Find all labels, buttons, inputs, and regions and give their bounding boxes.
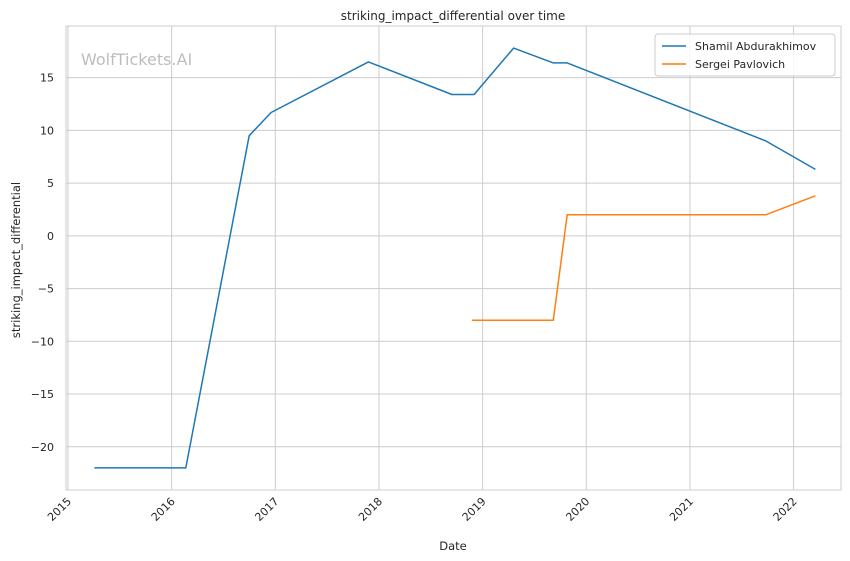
tick-layer: −20 −15 −10 −5 0 5 10 15 2015 2016 2017 2018 2019 202… <box>31 72 800 524</box>
y-tick-label: −5 <box>38 283 54 296</box>
legend-label-shamil: Shamil Abdurakhimov <box>695 40 817 53</box>
y-tick-label: 5 <box>47 177 54 190</box>
series-layer <box>94 47 816 469</box>
x-tick-label: 2016 <box>149 495 178 524</box>
series-line-shamil <box>94 47 816 469</box>
x-tick-label: 2020 <box>563 495 592 524</box>
y-tick-label: −10 <box>31 335 54 348</box>
series-line-sergei <box>471 195 816 321</box>
y-axis-label: striking_impact_differential <box>9 182 23 338</box>
legend-label-sergei: Sergei Pavlovich <box>695 58 785 71</box>
x-tick-label: 2019 <box>460 495 489 524</box>
x-tick-label: 2017 <box>252 495 281 524</box>
x-tick-label: 2022 <box>771 495 800 524</box>
y-tick-label: 10 <box>40 124 54 137</box>
legend: Shamil Abdurakhimov Sergei Pavlovich <box>654 33 836 77</box>
x-tick-label: 2018 <box>356 495 385 524</box>
y-tick-label: 15 <box>40 72 54 85</box>
watermark-text: WolfTickets.AI <box>81 50 192 69</box>
x-tick-label: 2015 <box>45 495 74 524</box>
y-tick-label: 0 <box>47 230 54 243</box>
x-tick-label: 2021 <box>667 495 696 524</box>
legend-box <box>654 33 836 77</box>
y-tick-label: −20 <box>31 441 54 454</box>
x-axis-label: Date <box>439 539 467 553</box>
grid-layer <box>66 26 841 490</box>
plot-frame <box>65 25 842 491</box>
chart-title: striking_impact_differential over time <box>341 9 566 23</box>
y-tick-label: −15 <box>31 388 54 401</box>
